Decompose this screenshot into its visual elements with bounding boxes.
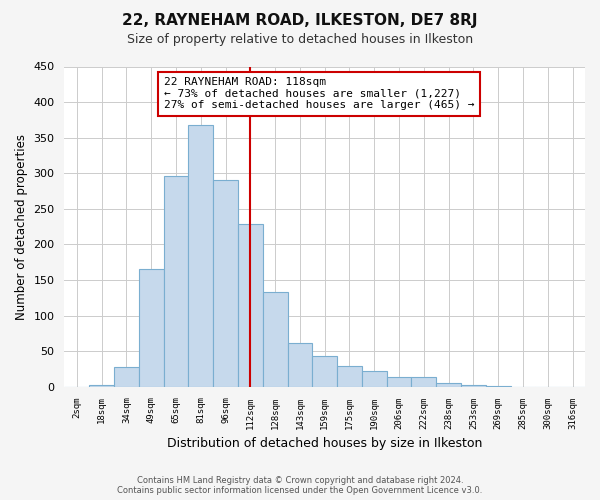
Bar (386, 378, 412, 386)
Text: Size of property relative to detached houses in Ilkeston: Size of property relative to detached ho… (127, 32, 473, 46)
Bar (139, 270, 164, 386)
Bar (362, 371, 386, 386)
Bar (461, 384, 486, 386)
Text: Contains HM Land Registry data © Crown copyright and database right 2024.
Contai: Contains HM Land Registry data © Crown c… (118, 476, 482, 495)
Bar (164, 176, 188, 386)
Bar (114, 368, 139, 386)
Y-axis label: Number of detached properties: Number of detached properties (15, 134, 28, 320)
Text: 22 RAYNEHAM ROAD: 118sqm
← 73% of detached houses are smaller (1,227)
27% of sem: 22 RAYNEHAM ROAD: 118sqm ← 73% of detach… (164, 77, 474, 110)
Bar (287, 342, 313, 386)
Bar (238, 224, 263, 386)
Bar (412, 376, 436, 386)
Bar (436, 383, 461, 386)
Text: 22, RAYNEHAM ROAD, ILKESTON, DE7 8RJ: 22, RAYNEHAM ROAD, ILKESTON, DE7 8RJ (122, 12, 478, 28)
Bar (188, 125, 213, 386)
Bar (213, 180, 238, 386)
X-axis label: Distribution of detached houses by size in Ilkeston: Distribution of detached houses by size … (167, 437, 482, 450)
Bar (263, 292, 287, 386)
Bar (337, 366, 362, 386)
Bar (313, 356, 337, 386)
